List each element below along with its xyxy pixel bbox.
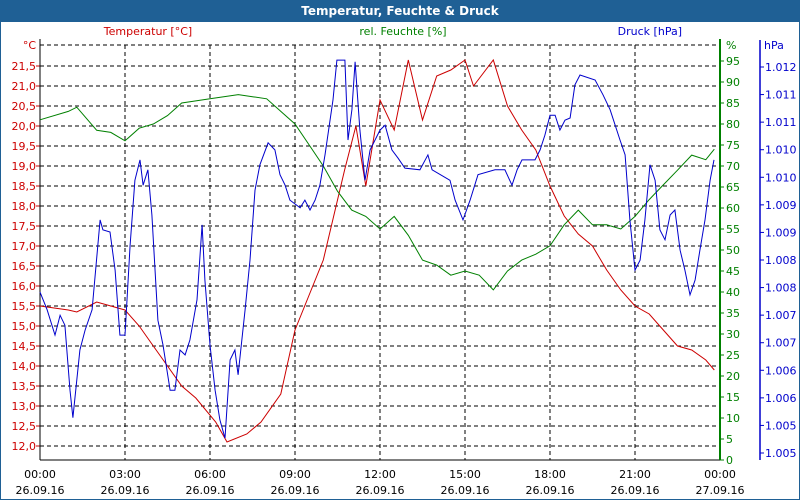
x-tick-date: 26.09.16 bbox=[186, 484, 235, 497]
humidity-tick-label: 95 bbox=[726, 55, 740, 68]
temp-unit-label: °C bbox=[23, 39, 37, 52]
humidity-tick-label: 85 bbox=[726, 97, 740, 110]
pressure-tick-label: 1.011 bbox=[765, 116, 797, 129]
x-tick-time: 06:00 bbox=[194, 468, 226, 481]
humidity-tick-label: 65 bbox=[726, 181, 740, 194]
x-tick-date: 26.09.16 bbox=[356, 484, 405, 497]
x-tick-time: 03:00 bbox=[109, 468, 141, 481]
temp-tick-label: 15,0 bbox=[12, 320, 37, 333]
chart-title: Temperatur, Feuchte & Druck bbox=[1, 1, 799, 22]
pressure-line bbox=[39, 59, 715, 439]
temp-tick-label: 18,5 bbox=[12, 180, 37, 193]
pressure-tick-label: 1.009 bbox=[765, 226, 797, 239]
humidity-tick-label: 5 bbox=[726, 433, 733, 446]
temp-tick-label: 13,5 bbox=[12, 380, 37, 393]
temp-tick-label: 20,0 bbox=[12, 120, 37, 133]
humidity-tick-label: 80 bbox=[726, 118, 740, 131]
pressure-tick-label: 1.012 bbox=[765, 61, 797, 74]
humidity-tick-label: 35 bbox=[726, 307, 740, 320]
pressure-tick-label: 1.009 bbox=[765, 199, 797, 212]
temp-tick-label: 20,5 bbox=[12, 100, 37, 113]
x-tick-time: 09:00 bbox=[279, 468, 311, 481]
humidity-tick-label: 15 bbox=[726, 391, 740, 404]
humidity-unit-label: % bbox=[726, 39, 736, 52]
temp-tick-label: 12,0 bbox=[12, 440, 37, 453]
humidity-tick-label: 55 bbox=[726, 223, 740, 236]
pressure-unit-label: hPa bbox=[764, 39, 784, 52]
temp-tick-label: 19,5 bbox=[12, 140, 37, 153]
humidity-tick-label: 25 bbox=[726, 349, 740, 362]
x-tick-time: 00:00 bbox=[704, 468, 736, 481]
pressure-tick-label: 1.006 bbox=[765, 392, 797, 405]
x-tick-date: 26.09.16 bbox=[526, 484, 575, 497]
humidity-tick-label: 20 bbox=[726, 370, 740, 383]
pressure-tick-label: 1.010 bbox=[765, 171, 797, 184]
pressure-axis-title: Druck [hPa] bbox=[618, 25, 682, 38]
humidity-tick-label: 70 bbox=[726, 160, 740, 173]
x-tick-date: 26.09.16 bbox=[611, 484, 660, 497]
humidity-tick-label: 30 bbox=[726, 328, 740, 341]
x-tick-date: 26.09.16 bbox=[441, 484, 490, 497]
x-tick-time: 00:00 bbox=[24, 468, 56, 481]
temp-tick-label: 18,0 bbox=[12, 200, 37, 213]
temp-tick-label: 14,0 bbox=[12, 360, 37, 373]
x-tick-date: 26.09.16 bbox=[271, 484, 320, 497]
temp-tick-label: 21,5 bbox=[12, 60, 37, 73]
x-tick-time: 15:00 bbox=[449, 468, 481, 481]
humidity-tick-label: 90 bbox=[726, 76, 740, 89]
temp-tick-label: 17,0 bbox=[12, 240, 37, 253]
humidity-tick-label: 50 bbox=[726, 244, 740, 257]
temp-tick-label: 16,5 bbox=[12, 260, 37, 273]
pressure-tick-label: 1.008 bbox=[765, 254, 797, 267]
x-tick-time: 12:00 bbox=[364, 468, 396, 481]
pressure-tick-label: 1.005 bbox=[765, 447, 797, 460]
humidity-tick-label: 10 bbox=[726, 412, 740, 425]
pressure-tick-label: 1.006 bbox=[765, 364, 797, 377]
temp-tick-label: 13,0 bbox=[12, 400, 37, 413]
humidity-tick-label: 0 bbox=[726, 454, 733, 467]
temp-axis-title: Temperatur [°C] bbox=[103, 25, 192, 38]
x-tick-date: 27.09.16 bbox=[696, 484, 745, 497]
humidity-line bbox=[39, 94, 715, 291]
humidity-axis-title: rel. Feuchte [%] bbox=[359, 25, 446, 38]
x-tick-time: 21:00 bbox=[619, 468, 651, 481]
pressure-tick-label: 1.010 bbox=[765, 144, 797, 157]
temperature-line bbox=[39, 58, 715, 443]
pressure-tick-label: 1.007 bbox=[765, 309, 797, 322]
temp-tick-label: 16,0 bbox=[12, 280, 37, 293]
pressure-tick-label: 1.011 bbox=[765, 89, 797, 102]
humidity-tick-label: 60 bbox=[726, 202, 740, 215]
humidity-tick-label: 40 bbox=[726, 286, 740, 299]
humidity-tick-label: 45 bbox=[726, 265, 740, 278]
temp-tick-label: 21,0 bbox=[12, 80, 37, 93]
pressure-tick-label: 1.007 bbox=[765, 337, 797, 350]
temp-tick-label: 14,5 bbox=[12, 340, 37, 353]
x-tick-date: 26.09.16 bbox=[16, 484, 65, 497]
temp-tick-label: 15,5 bbox=[12, 300, 37, 313]
temp-tick-label: 17,5 bbox=[12, 220, 37, 233]
x-tick-time: 18:00 bbox=[534, 468, 566, 481]
temp-tick-label: 19,0 bbox=[12, 160, 37, 173]
x-tick-date: 26.09.16 bbox=[101, 484, 150, 497]
humidity-tick-label: 75 bbox=[726, 139, 740, 152]
pressure-tick-label: 1.005 bbox=[765, 419, 797, 432]
temp-tick-label: 12,5 bbox=[12, 420, 37, 433]
pressure-tick-label: 1.008 bbox=[765, 282, 797, 295]
